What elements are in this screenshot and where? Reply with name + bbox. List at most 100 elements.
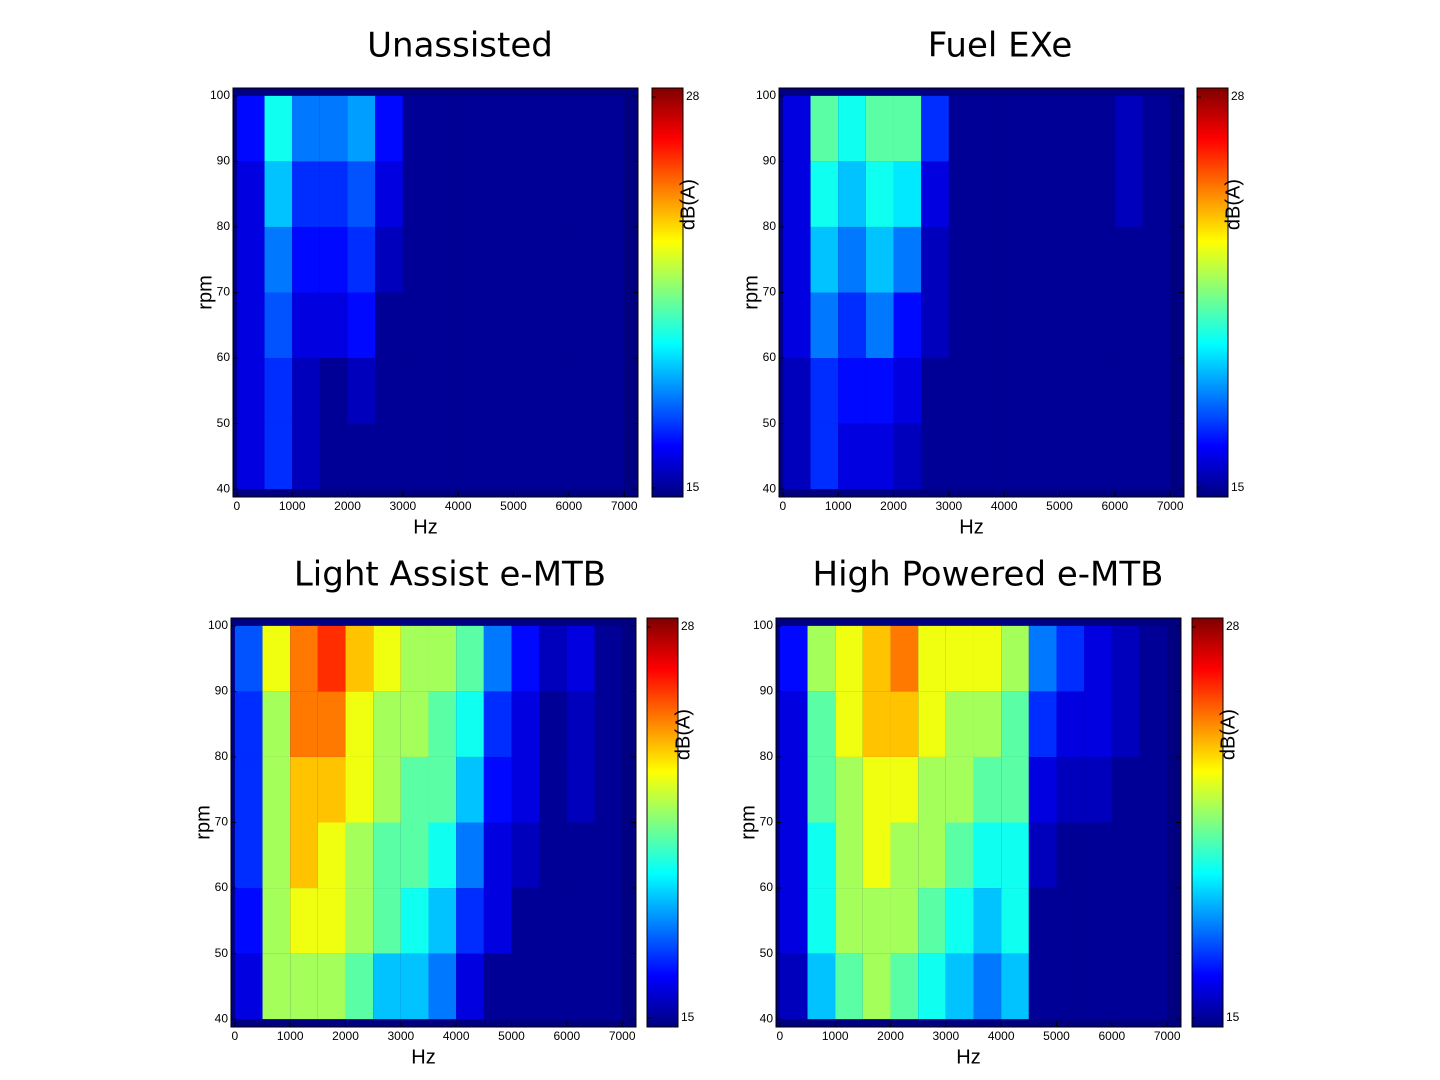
colorbar [1191, 617, 1224, 1028]
x-tick-label: 7000 [1154, 1029, 1181, 1043]
heat-cell [262, 953, 291, 1020]
heat-cell [1059, 292, 1088, 359]
heat-cell [428, 625, 457, 692]
heat-cell [402, 292, 431, 359]
heat-cell [511, 888, 540, 954]
heat-cell [835, 888, 863, 954]
heat-cell [1139, 756, 1168, 823]
y-tick-label: 70 [217, 285, 231, 299]
heat-cell [782, 95, 811, 162]
heat-cell [976, 423, 1005, 490]
heat-cell [782, 358, 811, 424]
heat-cell [1028, 756, 1057, 823]
heat-cell [893, 226, 922, 293]
y-tick-label: 90 [763, 154, 777, 168]
heat-cell [807, 822, 836, 889]
heat-cell [807, 691, 836, 757]
heat-cell [973, 691, 1002, 757]
heat-cell [347, 292, 376, 359]
heat-cell [865, 226, 894, 293]
y-tick-label: 100 [756, 88, 776, 102]
heat-cell [1056, 822, 1085, 889]
colorbar-tick-label: 15 [1226, 1010, 1240, 1024]
heat-cell [513, 423, 542, 490]
heat-cell [262, 691, 291, 757]
heat-cell [1001, 888, 1029, 954]
x-tick-label: 3000 [933, 1029, 960, 1043]
heat-cell [1084, 691, 1112, 757]
heat-cell [1087, 95, 1115, 162]
heat-cell [319, 292, 348, 359]
heat-cell [375, 292, 403, 359]
heat-cell [810, 226, 839, 293]
heat-cell [566, 888, 595, 954]
heat-cell [1139, 953, 1168, 1020]
heat-cell [1031, 95, 1060, 162]
heat-cell [1114, 292, 1143, 359]
heat-cell [596, 358, 625, 424]
heat-cell [1031, 358, 1060, 424]
heat-cell [1142, 358, 1171, 424]
heat-cell [264, 161, 293, 227]
heat-cell [375, 161, 403, 227]
heat-cell [807, 625, 836, 692]
heat-cell [458, 423, 486, 490]
heat-cell [1059, 95, 1088, 162]
heat-cell [1111, 625, 1140, 692]
heat-cell [948, 358, 977, 424]
heat-cell [1084, 756, 1112, 823]
heat-cell [948, 292, 977, 359]
x-tick-label: 2000 [332, 1029, 359, 1043]
heat-cell [317, 888, 346, 954]
heat-cell [400, 888, 429, 954]
heat-cell [234, 822, 263, 889]
heat-cell [945, 691, 974, 757]
heat-cell [402, 161, 431, 227]
heat-cell [317, 756, 346, 823]
heat-cell [594, 625, 623, 692]
heat-cell [541, 292, 569, 359]
heat-cell [921, 95, 949, 162]
heat-cell [1028, 953, 1057, 1020]
heat-cell [485, 292, 514, 359]
heat-cell [1056, 953, 1085, 1020]
heat-cell [810, 358, 839, 424]
heat-cell [541, 423, 569, 490]
heat-cell [317, 625, 346, 692]
heat-cell [373, 953, 401, 1020]
heat-cell [236, 95, 265, 162]
heat-cell [319, 95, 348, 162]
heat-cell [541, 161, 569, 227]
heat-cell [483, 756, 512, 823]
colorbar-label: dB(A) [1217, 709, 1239, 760]
heat-cell [430, 161, 459, 227]
heat-cell [236, 226, 265, 293]
heat-cell [838, 292, 866, 359]
x-tick-label: 6000 [1098, 1029, 1125, 1043]
heat-cell [1111, 888, 1140, 954]
heat-cell [430, 226, 459, 293]
heat-cell [292, 358, 320, 424]
heat-cell [513, 161, 542, 227]
heat-cell [456, 625, 484, 692]
heat-cell [1059, 423, 1088, 490]
colorbar [646, 617, 679, 1028]
heat-cell [402, 358, 431, 424]
heat-cell [347, 423, 376, 490]
x-tick-label: 1000 [279, 499, 306, 513]
heat-cell [973, 756, 1002, 823]
heat-cell [1142, 423, 1171, 490]
y-tick-label: 60 [217, 350, 231, 364]
heat-cell [862, 953, 891, 1020]
heat-cell [1001, 625, 1029, 692]
y-tick-label: 50 [763, 416, 777, 430]
heat-cell [779, 691, 808, 757]
heat-cell [262, 625, 291, 692]
heat-cell [862, 756, 891, 823]
heat-cell [807, 756, 836, 823]
heat-cell [948, 423, 977, 490]
x-tick-label: 1000 [822, 1029, 849, 1043]
heat-cell [862, 888, 891, 954]
y-tick-label: 100 [210, 88, 230, 102]
heat-cell [835, 822, 863, 889]
